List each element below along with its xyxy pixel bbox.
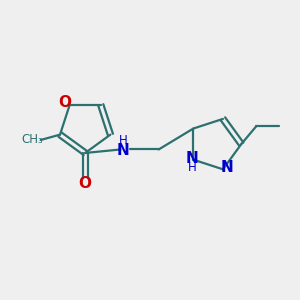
Text: O: O xyxy=(79,176,92,191)
Text: H: H xyxy=(119,134,128,147)
Text: H: H xyxy=(188,161,196,174)
Text: N: N xyxy=(221,160,234,175)
Text: N: N xyxy=(185,151,198,166)
Text: N: N xyxy=(117,143,130,158)
Text: CH₃: CH₃ xyxy=(22,134,44,146)
Text: O: O xyxy=(58,95,71,110)
